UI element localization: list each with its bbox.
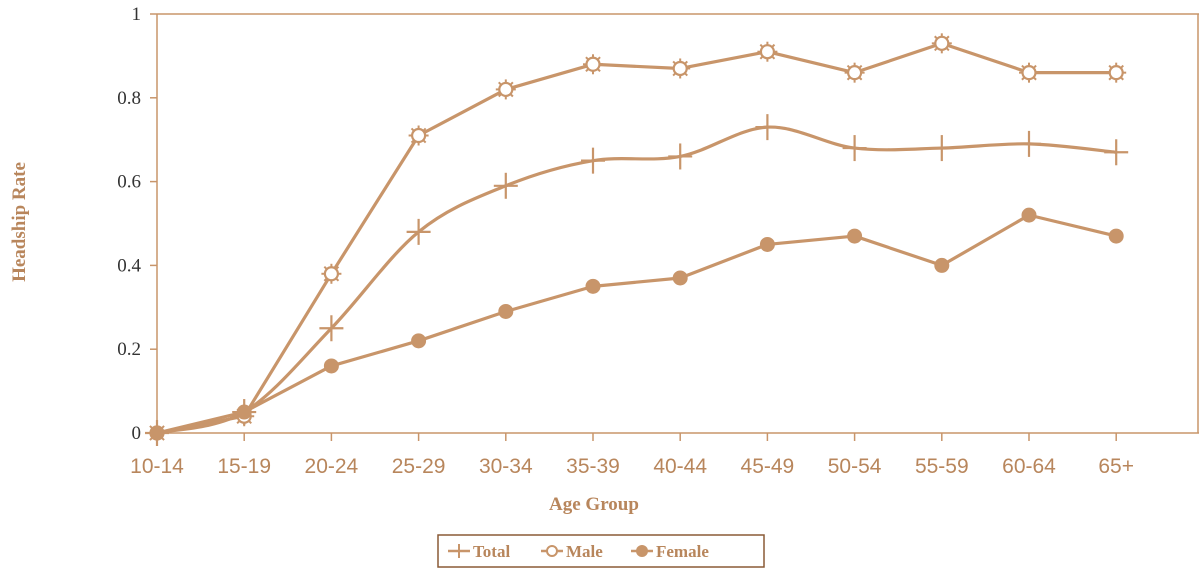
data-point [847, 228, 863, 244]
x-tick-label: 20-24 [305, 455, 359, 478]
series-total [145, 114, 1129, 446]
x-tick-label: 55-59 [915, 455, 969, 478]
x-tick-label: 60-64 [1002, 455, 1056, 478]
data-point [411, 333, 427, 349]
series-female [149, 207, 1124, 441]
series-layer [145, 33, 1129, 446]
data-point [668, 143, 693, 170]
data-point [842, 135, 867, 162]
data-point [844, 62, 865, 83]
x-tick-label: 15-19 [217, 455, 271, 478]
data-point [498, 303, 514, 319]
y-tick-label: 0.4 [117, 255, 141, 276]
data-point [583, 54, 603, 75]
y-tick-label: 0.2 [117, 339, 141, 360]
legend-label: Male [566, 542, 603, 561]
data-point [236, 404, 252, 420]
data-point [321, 263, 342, 284]
series-line [156, 41, 1117, 435]
data-point [1106, 62, 1127, 83]
legend-label: Total [473, 542, 510, 561]
data-point [581, 147, 605, 174]
data-point [1104, 139, 1129, 166]
legend-item-total: Total [448, 542, 510, 561]
x-tick-label: 10-14 [130, 455, 184, 478]
data-point [934, 257, 950, 273]
x-tick-label: 35-39 [566, 455, 620, 478]
data-point [1017, 130, 1041, 157]
data-point [149, 425, 165, 441]
data-point [1019, 62, 1039, 83]
legend: Total Male Female [437, 534, 765, 568]
data-point [319, 315, 344, 342]
y-tick-label: 1 [132, 4, 142, 25]
data-point [495, 79, 516, 100]
data-point [759, 236, 775, 252]
legend-label: Female [656, 542, 709, 561]
data-point [670, 58, 691, 79]
series-male [147, 33, 1127, 443]
x-tick-label: 25-29 [392, 455, 446, 478]
data-point [1108, 228, 1124, 244]
x-axis-title: Age Group [549, 494, 639, 515]
legend-item-male: Male [541, 542, 603, 561]
data-point [585, 278, 601, 294]
data-point [931, 33, 952, 54]
data-point [493, 172, 518, 199]
x-tick-label: 50-54 [828, 455, 882, 478]
chart-axes [156, 13, 1199, 434]
series-line [156, 213, 1117, 435]
legend-item-female: Female [631, 542, 709, 561]
data-point [406, 218, 431, 245]
y-tick-label: 0 [132, 423, 142, 444]
y-tick-label: 0.6 [117, 172, 141, 193]
x-tick-label: 40-44 [653, 455, 707, 478]
x-tick-label: 30-34 [479, 455, 533, 478]
data-point [1021, 207, 1037, 223]
legend-box [437, 534, 765, 568]
data-point [929, 135, 954, 162]
series-line [156, 125, 1117, 435]
data-point [755, 114, 780, 141]
x-tick-label: 45-49 [741, 455, 795, 478]
y-axis-ticks: 0 0.2 0.4 0.6 0.8 1 [117, 4, 157, 444]
data-point [757, 41, 778, 62]
data-point [408, 125, 429, 146]
data-point [323, 358, 339, 374]
data-point [672, 270, 688, 286]
x-tick-label: 65+ [1098, 455, 1134, 478]
y-tick-label: 0.8 [117, 88, 141, 109]
x-axis-ticks: 10-14 15-19 20-24 25-29 30-34 35-39 40-44 45-49… [130, 433, 1134, 478]
y-axis-title: Headship Rate [9, 162, 30, 282]
